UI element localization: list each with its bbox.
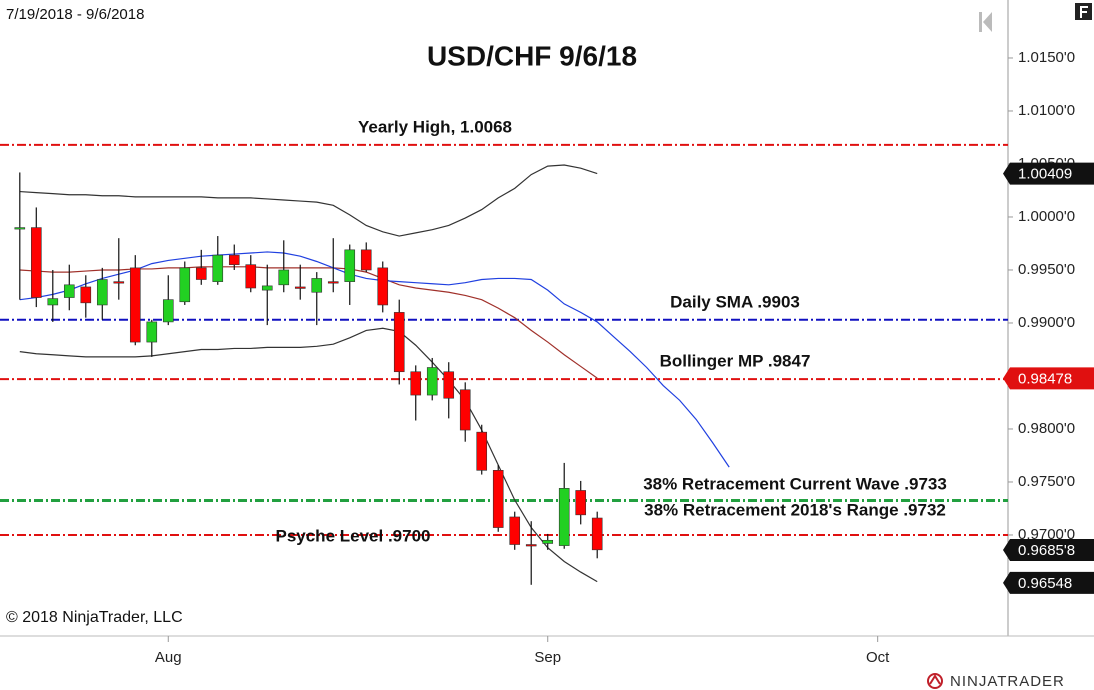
level-annotation: Daily SMA .9903 bbox=[670, 292, 800, 311]
candle-body bbox=[591, 517, 603, 551]
candle-body bbox=[96, 279, 108, 306]
candle-body bbox=[179, 267, 191, 303]
y-tick-label: 0.9900'0 bbox=[1018, 314, 1075, 331]
candle-body bbox=[278, 269, 290, 286]
candle-body bbox=[525, 544, 537, 547]
y-tick-label: 1.0000'0 bbox=[1018, 208, 1075, 225]
date-range: 7/19/2018 - 9/6/2018 bbox=[6, 6, 144, 23]
level-annotation: 38% Retracement 2018's Range .9732 bbox=[644, 501, 946, 520]
plot-area bbox=[0, 143, 1008, 585]
candle-body bbox=[393, 312, 405, 373]
candle-body bbox=[63, 284, 75, 298]
price-label: 0.96548 bbox=[1018, 575, 1072, 592]
candle-body bbox=[575, 490, 587, 516]
candle-body bbox=[14, 227, 26, 230]
price-label-box bbox=[1003, 571, 1094, 594]
candle-body bbox=[492, 470, 504, 528]
level-annotation: Psyche Level .9700 bbox=[275, 526, 430, 545]
candle-body bbox=[162, 299, 174, 323]
level-annotation: 38% Retracement Current Wave .9733 bbox=[643, 474, 947, 493]
logo-text: NINJATRADER bbox=[950, 673, 1065, 690]
y-tick-label: 0.9800'0 bbox=[1018, 420, 1075, 437]
candle-body bbox=[377, 267, 389, 306]
y-tick-label: 0.9950'0 bbox=[1018, 261, 1075, 278]
x-tick-label: Sep bbox=[534, 649, 561, 666]
candle-body bbox=[327, 281, 339, 284]
price-label: 0.9685'8 bbox=[1018, 542, 1075, 559]
candle-body bbox=[212, 254, 224, 282]
candle-body bbox=[558, 488, 570, 546]
candle-body bbox=[228, 254, 240, 265]
candle-body bbox=[459, 389, 471, 431]
price-label-box bbox=[1003, 367, 1094, 390]
candle-body bbox=[80, 286, 92, 304]
scroll-icon bbox=[979, 12, 992, 32]
x-tick-label: Oct bbox=[866, 649, 890, 666]
candle-body bbox=[261, 285, 273, 291]
y-tick-label: 1.0100'0 bbox=[1018, 102, 1075, 119]
candle-body bbox=[129, 267, 141, 343]
price-label-box bbox=[1003, 539, 1094, 562]
candle-body bbox=[113, 281, 125, 284]
candle-body bbox=[476, 431, 488, 471]
y-tick-label: 0.9700'0 bbox=[1018, 526, 1075, 543]
indicator-line bbox=[19, 266, 598, 379]
candle-body bbox=[410, 371, 422, 396]
y-tick-label: 0.9750'0 bbox=[1018, 473, 1075, 490]
candle-body bbox=[509, 516, 521, 545]
candle-body bbox=[195, 267, 207, 280]
price-label: 0.98478 bbox=[1018, 370, 1072, 387]
level-annotation: Bollinger MP .9847 bbox=[660, 352, 811, 371]
candle-body bbox=[311, 278, 323, 293]
candle-body bbox=[426, 367, 438, 396]
candle-body bbox=[294, 286, 306, 289]
logo-icon bbox=[927, 673, 943, 689]
x-tick-label: Aug bbox=[155, 649, 182, 666]
candle-body bbox=[344, 249, 356, 282]
chart-title: USD/CHF 9/6/18 bbox=[427, 40, 637, 71]
candle-body bbox=[30, 227, 42, 298]
y-tick-label: 1.0150'0 bbox=[1018, 49, 1075, 66]
level-annotation: Yearly High, 1.0068 bbox=[358, 117, 512, 136]
price-label-box bbox=[1003, 162, 1094, 185]
indicator-line bbox=[19, 164, 598, 237]
candle-body bbox=[542, 539, 554, 544]
candle-body bbox=[360, 249, 372, 271]
candle-body bbox=[146, 321, 158, 343]
candle-body bbox=[443, 371, 455, 399]
f-icon bbox=[1075, 3, 1092, 20]
price-label: 1.00409 bbox=[1018, 166, 1072, 183]
candle-body bbox=[47, 298, 59, 306]
copyright: © 2018 NinjaTrader, LLC bbox=[6, 609, 183, 626]
candle-body bbox=[245, 264, 257, 289]
